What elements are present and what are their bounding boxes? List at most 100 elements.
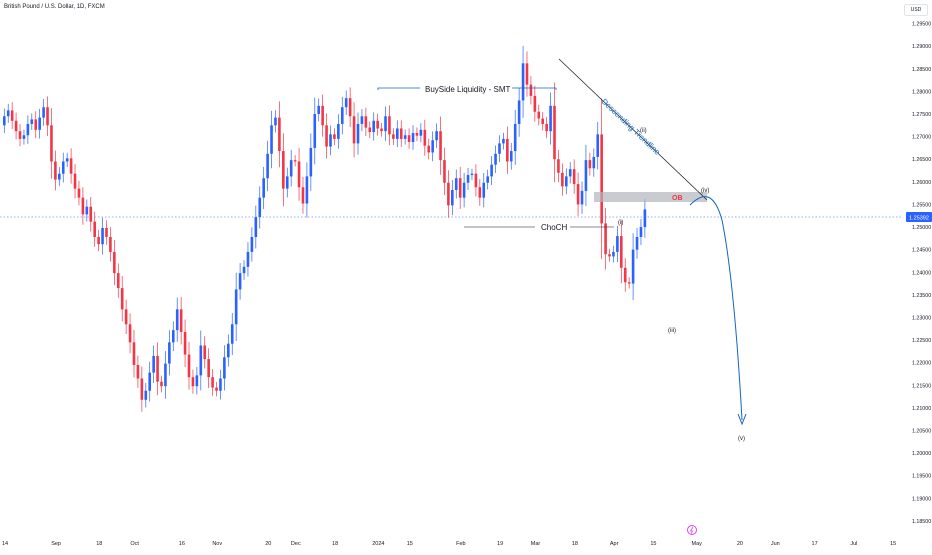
candle: [258, 186, 262, 229]
candle-body: [50, 125, 53, 162]
time-tick-label: Jul: [850, 541, 857, 547]
candle-body: [81, 197, 85, 215]
candle-body: [168, 342, 171, 364]
price-tick-label: 1.19500: [912, 474, 931, 480]
lightning-event-icon[interactable]: [687, 525, 697, 535]
descending-trendline: [558, 58, 708, 201]
candle: [443, 147, 446, 196]
candle-body: [227, 343, 230, 358]
candle-body: [396, 128, 399, 139]
candle-body: [160, 381, 163, 387]
candle-body: [14, 120, 18, 132]
candle-body: [584, 160, 588, 191]
wave-i-label: (i): [618, 220, 623, 226]
candle: [360, 109, 364, 132]
wave-iii-label: (iii): [668, 328, 676, 334]
candle: [156, 342, 159, 396]
candle: [113, 239, 116, 286]
candle: [384, 106, 387, 141]
candle: [179, 296, 183, 345]
price-tick-label: 1.26000: [912, 180, 931, 186]
candle: [525, 51, 529, 97]
candle-body: [616, 236, 619, 252]
candle-body: [525, 63, 529, 85]
time-tick-label: 18: [332, 541, 338, 547]
candle-body: [348, 98, 352, 117]
time-tick-label: 14: [2, 541, 8, 547]
candle: [160, 375, 163, 393]
time-axis[interactable]: 14 Sep 18 Oct 16 Nov 20 Dec 18 2024 15 Feb 19 Mar 18 Ap…: [2, 541, 896, 547]
price-tick-label: 1.29500: [912, 22, 931, 28]
candle: [352, 102, 356, 158]
candle-body: [6, 110, 10, 117]
candle: [73, 163, 77, 199]
candle-body: [282, 151, 285, 189]
time-tick-label: 16: [179, 541, 185, 547]
candle: [490, 156, 493, 186]
candle-body: [73, 173, 77, 189]
price-tick-label: 1.28500: [912, 67, 931, 73]
candle: [250, 227, 254, 262]
candle: [297, 147, 301, 201]
candle-body: [10, 110, 14, 121]
candle: [407, 128, 411, 149]
candle: [454, 169, 458, 199]
candle: [262, 166, 265, 209]
candle-body: [195, 375, 199, 387]
candle-body: [454, 178, 458, 190]
candle-body: [89, 206, 93, 222]
candle-body: [592, 156, 596, 169]
candle-body: [183, 331, 187, 355]
candle-body: [148, 372, 152, 391]
candle: [466, 167, 470, 190]
trendline-label: Descending Trendline: [600, 97, 663, 157]
candle: [462, 172, 466, 208]
candle-body: [392, 134, 395, 139]
candle-body: [144, 390, 148, 400]
time-tick-label: 15: [890, 541, 896, 547]
price-tick-label: 1.22000: [912, 361, 931, 367]
candle: [317, 98, 320, 122]
candle-body: [364, 116, 368, 128]
candle-body: [415, 132, 419, 136]
time-tick-label: 2024: [372, 541, 384, 547]
candle-body: [285, 176, 289, 189]
candle-body: [372, 120, 376, 133]
candle-body: [97, 236, 100, 245]
candle-body: [388, 116, 391, 135]
candle-body: [274, 117, 277, 126]
candle-body: [254, 217, 258, 237]
candle-body: [529, 84, 533, 96]
price-tick-label: 1.18500: [912, 519, 931, 525]
buyside-line-right: [512, 87, 557, 90]
candle: [305, 162, 309, 218]
candle: [572, 159, 576, 194]
candle: [396, 120, 399, 148]
candle-body: [462, 182, 466, 198]
candle: [61, 152, 65, 183]
candle-body: [317, 105, 320, 114]
candle: [227, 334, 230, 367]
candle-body: [344, 98, 348, 108]
candle: [576, 172, 580, 217]
currency-button[interactable]: USD: [904, 4, 928, 16]
candle-body: [564, 176, 568, 187]
candle-body: [333, 134, 336, 139]
candle-body: [313, 114, 317, 148]
candle-body: [340, 107, 344, 124]
candle-body: [187, 354, 191, 378]
candle-body: [451, 189, 454, 206]
candle: [549, 92, 552, 145]
projection-curve: [689, 196, 743, 421]
candle-body: [509, 151, 513, 162]
candle-body: [608, 254, 611, 257]
price-axis[interactable]: 1.29500 1.29000 1.28500 1.28000 1.27500 1.270…: [912, 22, 931, 525]
price-tick-label: 1.25000: [912, 225, 931, 231]
candle: [203, 336, 207, 369]
candle-body: [494, 153, 497, 165]
time-tick-label: 19: [497, 541, 503, 547]
candle-body: [301, 187, 305, 204]
candle: [211, 369, 214, 396]
candle: [3, 108, 6, 133]
